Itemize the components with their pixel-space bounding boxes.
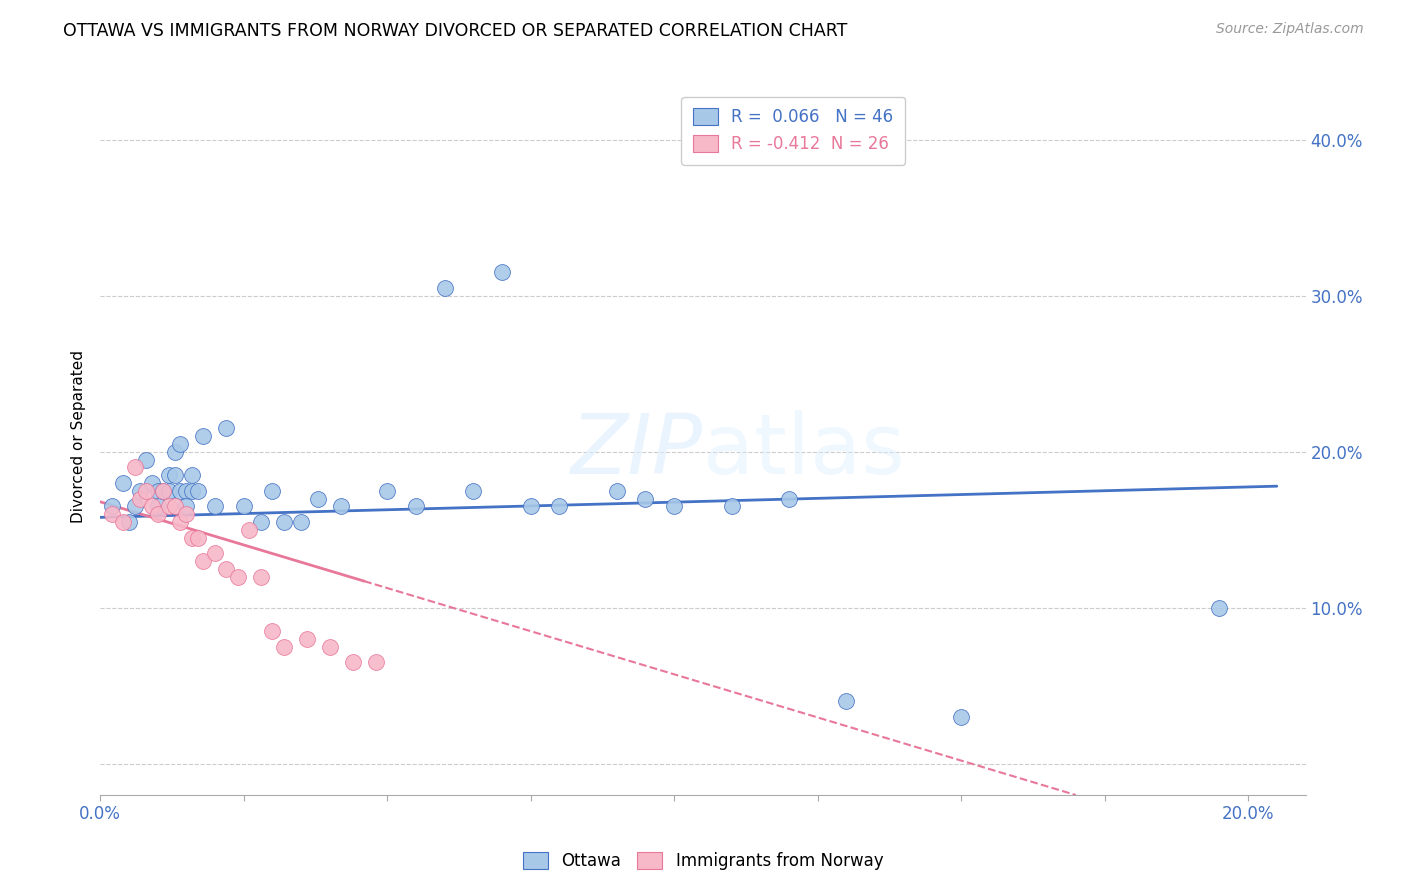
Point	[634, 491, 657, 506]
Point	[262, 624, 284, 639]
Point	[163, 468, 186, 483]
Legend: R =  0.066   N = 46, R = -0.412  N = 26: R = 0.066 N = 46, R = -0.412 N = 26	[682, 96, 905, 164]
Point	[250, 515, 273, 529]
Point	[273, 640, 295, 654]
Point	[163, 445, 186, 459]
Point	[215, 421, 238, 435]
Point	[174, 500, 197, 514]
Point	[215, 562, 238, 576]
Point	[835, 694, 858, 708]
Point	[193, 554, 215, 568]
Point	[146, 500, 169, 514]
Point	[342, 656, 364, 670]
Point	[204, 500, 226, 514]
Point	[174, 483, 197, 498]
Point	[330, 500, 353, 514]
Point	[950, 710, 973, 724]
Point	[307, 491, 329, 506]
Point	[662, 500, 685, 514]
Point	[163, 500, 186, 514]
Point	[405, 500, 427, 514]
Point	[463, 483, 485, 498]
Point	[1208, 600, 1230, 615]
Point	[491, 265, 513, 279]
Point	[273, 515, 295, 529]
Point	[157, 500, 180, 514]
Point	[174, 508, 197, 522]
Point	[129, 491, 152, 506]
Point	[181, 483, 204, 498]
Point	[290, 515, 312, 529]
Point	[232, 500, 254, 514]
Point	[118, 515, 141, 529]
Point	[778, 491, 800, 506]
Legend: Ottawa, Immigrants from Norway: Ottawa, Immigrants from Norway	[516, 845, 890, 877]
Point	[157, 483, 180, 498]
Point	[375, 483, 398, 498]
Text: OTTAWA VS IMMIGRANTS FROM NORWAY DIVORCED OR SEPARATED CORRELATION CHART: OTTAWA VS IMMIGRANTS FROM NORWAY DIVORCE…	[63, 22, 848, 40]
Point	[606, 483, 628, 498]
Point	[112, 476, 135, 491]
Point	[169, 483, 191, 498]
Point	[187, 531, 209, 545]
Point	[250, 569, 273, 583]
Point	[112, 515, 135, 529]
Point	[204, 546, 226, 560]
Point	[100, 508, 122, 522]
Point	[519, 500, 541, 514]
Point	[433, 281, 456, 295]
Point	[193, 429, 215, 443]
Point	[319, 640, 342, 654]
Text: Source: ZipAtlas.com: Source: ZipAtlas.com	[1216, 22, 1364, 37]
Point	[100, 500, 122, 514]
Point	[141, 476, 163, 491]
Point	[364, 656, 387, 670]
Point	[135, 452, 157, 467]
Point	[295, 632, 318, 646]
Point	[157, 468, 180, 483]
Point	[169, 437, 191, 451]
Point	[548, 500, 571, 514]
Point	[187, 483, 209, 498]
Point	[152, 483, 174, 498]
Point	[124, 460, 146, 475]
Point	[129, 483, 152, 498]
Y-axis label: Divorced or Separated: Divorced or Separated	[72, 350, 86, 523]
Point	[152, 483, 174, 498]
Point	[135, 483, 157, 498]
Text: atlas: atlas	[703, 410, 904, 491]
Point	[146, 508, 169, 522]
Point	[146, 483, 169, 498]
Point	[181, 531, 204, 545]
Point	[720, 500, 742, 514]
Point	[124, 500, 146, 514]
Text: ZIP: ZIP	[571, 410, 703, 491]
Point	[262, 483, 284, 498]
Point	[141, 500, 163, 514]
Point	[181, 468, 204, 483]
Point	[238, 523, 260, 537]
Point	[226, 569, 249, 583]
Point	[169, 515, 191, 529]
